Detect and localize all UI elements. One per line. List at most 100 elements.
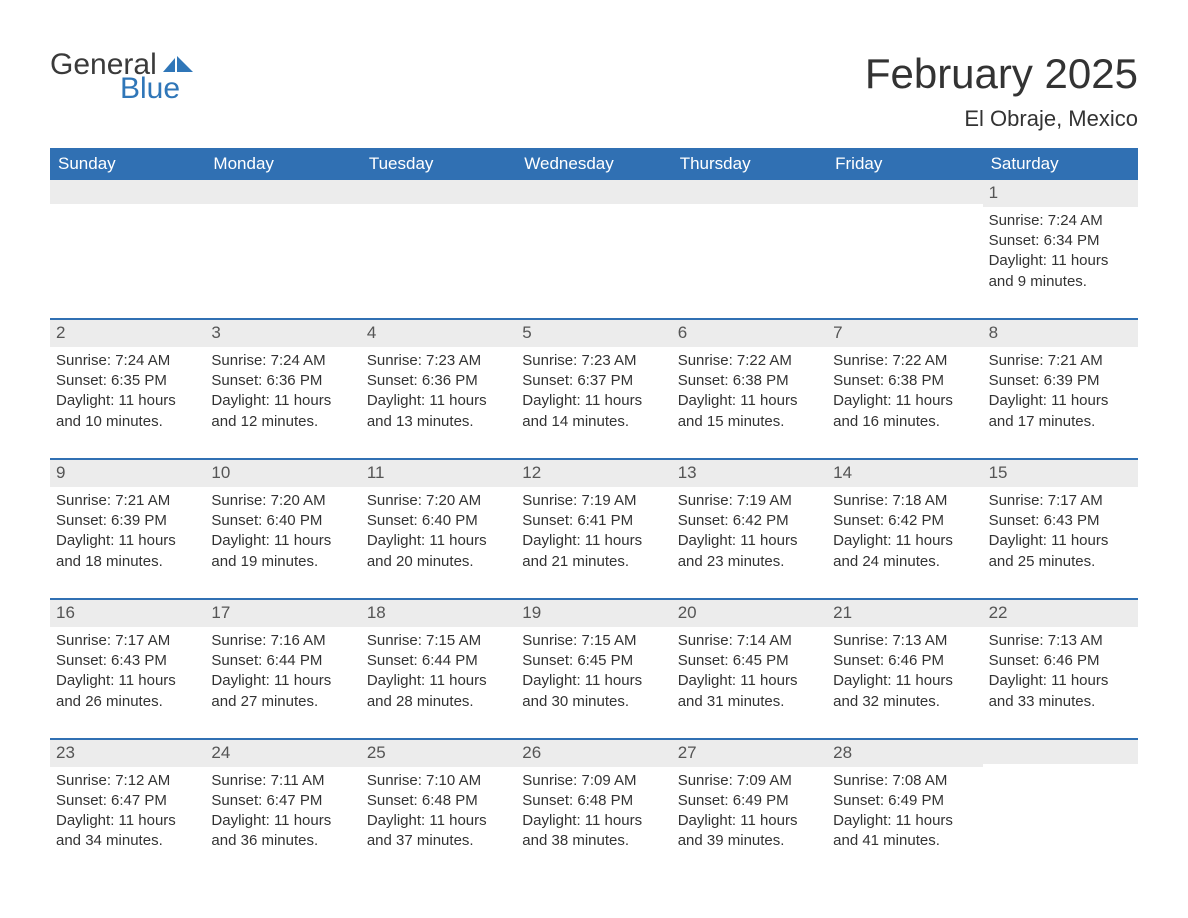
day-number: 10 — [205, 460, 360, 487]
calendar-day-cell: 9Sunrise: 7:21 AMSunset: 6:39 PMDaylight… — [50, 460, 205, 576]
daylight-text: Daylight: 11 hours and 14 minutes. — [522, 391, 665, 432]
day-number: 26 — [516, 740, 671, 767]
sunrise-text: Sunrise: 7:22 AM — [678, 351, 821, 371]
daylight-text: Daylight: 11 hours and 26 minutes. — [56, 671, 199, 712]
daylight-text: Daylight: 11 hours and 19 minutes. — [211, 531, 354, 572]
sunset-text: Sunset: 6:37 PM — [522, 371, 665, 391]
daylight-text: Daylight: 11 hours and 10 minutes. — [56, 391, 199, 432]
day-number: 3 — [205, 320, 360, 347]
calendar-day-cell — [50, 180, 205, 296]
calendar-day-cell — [361, 180, 516, 296]
daylight-text: Daylight: 11 hours and 23 minutes. — [678, 531, 821, 572]
calendar-day-cell: 22Sunrise: 7:13 AMSunset: 6:46 PMDayligh… — [983, 600, 1138, 716]
sunset-text: Sunset: 6:41 PM — [522, 511, 665, 531]
calendar-day-cell: 13Sunrise: 7:19 AMSunset: 6:42 PMDayligh… — [672, 460, 827, 576]
day-number — [516, 180, 671, 204]
dow-thursday: Thursday — [672, 148, 827, 180]
daylight-text: Daylight: 11 hours and 36 minutes. — [211, 811, 354, 852]
day-number: 9 — [50, 460, 205, 487]
day-number: 19 — [516, 600, 671, 627]
sunset-text: Sunset: 6:49 PM — [678, 791, 821, 811]
day-number — [983, 740, 1138, 764]
calendar-day-cell — [983, 740, 1138, 856]
day-number: 7 — [827, 320, 982, 347]
day-number — [50, 180, 205, 204]
sunrise-text: Sunrise: 7:20 AM — [367, 491, 510, 511]
day-number: 21 — [827, 600, 982, 627]
daylight-text: Daylight: 11 hours and 13 minutes. — [367, 391, 510, 432]
daylight-text: Daylight: 11 hours and 30 minutes. — [522, 671, 665, 712]
calendar-day-cell: 18Sunrise: 7:15 AMSunset: 6:44 PMDayligh… — [361, 600, 516, 716]
day-number: 4 — [361, 320, 516, 347]
calendar-day-cell — [516, 180, 671, 296]
daylight-text: Daylight: 11 hours and 25 minutes. — [989, 531, 1132, 572]
sunset-text: Sunset: 6:43 PM — [56, 651, 199, 671]
sunset-text: Sunset: 6:34 PM — [989, 231, 1132, 251]
calendar-day-cell: 3Sunrise: 7:24 AMSunset: 6:36 PMDaylight… — [205, 320, 360, 436]
daylight-text: Daylight: 11 hours and 24 minutes. — [833, 531, 976, 572]
day-number: 25 — [361, 740, 516, 767]
sunset-text: Sunset: 6:46 PM — [989, 651, 1132, 671]
day-number: 2 — [50, 320, 205, 347]
day-number: 14 — [827, 460, 982, 487]
day-number: 15 — [983, 460, 1138, 487]
sunrise-text: Sunrise: 7:14 AM — [678, 631, 821, 651]
sunrise-text: Sunrise: 7:09 AM — [522, 771, 665, 791]
sunrise-text: Sunrise: 7:19 AM — [522, 491, 665, 511]
daylight-text: Daylight: 11 hours and 28 minutes. — [367, 671, 510, 712]
calendar-day-cell: 26Sunrise: 7:09 AMSunset: 6:48 PMDayligh… — [516, 740, 671, 856]
daylight-text: Daylight: 11 hours and 17 minutes. — [989, 391, 1132, 432]
calendar-week: 23Sunrise: 7:12 AMSunset: 6:47 PMDayligh… — [50, 738, 1138, 856]
title-block: February 2025 El Obraje, Mexico — [865, 50, 1138, 142]
daylight-text: Daylight: 11 hours and 39 minutes. — [678, 811, 821, 852]
weeks-container: 1Sunrise: 7:24 AMSunset: 6:34 PMDaylight… — [50, 180, 1138, 856]
daylight-text: Daylight: 11 hours and 18 minutes. — [56, 531, 199, 572]
day-number: 17 — [205, 600, 360, 627]
sunrise-text: Sunrise: 7:22 AM — [833, 351, 976, 371]
calendar-week: 9Sunrise: 7:21 AMSunset: 6:39 PMDaylight… — [50, 458, 1138, 576]
sunset-text: Sunset: 6:40 PM — [367, 511, 510, 531]
calendar-day-cell: 25Sunrise: 7:10 AMSunset: 6:48 PMDayligh… — [361, 740, 516, 856]
sunset-text: Sunset: 6:43 PM — [989, 511, 1132, 531]
sunrise-text: Sunrise: 7:10 AM — [367, 771, 510, 791]
calendar-day-cell: 2Sunrise: 7:24 AMSunset: 6:35 PMDaylight… — [50, 320, 205, 436]
sunrise-text: Sunrise: 7:17 AM — [56, 631, 199, 651]
calendar-day-cell: 27 Sunrise: 7:09 AMSunset: 6:49 PMDayligh… — [672, 740, 827, 856]
daylight-text: Daylight: 11 hours and 38 minutes. — [522, 811, 665, 852]
day-of-week-header: Sunday Monday Tuesday Wednesday Thursday… — [50, 148, 1138, 180]
calendar-day-cell: 21Sunrise: 7:13 AMSunset: 6:46 PMDayligh… — [827, 600, 982, 716]
daylight-text: Daylight: 11 hours and 16 minutes. — [833, 391, 976, 432]
calendar-day-cell: 1Sunrise: 7:24 AMSunset: 6:34 PMDaylight… — [983, 180, 1138, 296]
sunset-text: Sunset: 6:36 PM — [211, 371, 354, 391]
daylight-text: Daylight: 11 hours and 41 minutes. — [833, 811, 976, 852]
calendar-day-cell: 20Sunrise: 7:14 AMSunset: 6:45 PMDayligh… — [672, 600, 827, 716]
calendar-day-cell: 17Sunrise: 7:16 AMSunset: 6:44 PMDayligh… — [205, 600, 360, 716]
dow-sunday: Sunday — [50, 148, 205, 180]
calendar-document: General Blue February 2025 El Obraje, Me… — [0, 0, 1188, 896]
sunset-text: Sunset: 6:35 PM — [56, 371, 199, 391]
sunset-text: Sunset: 6:45 PM — [678, 651, 821, 671]
day-number — [205, 180, 360, 204]
calendar-day-cell — [205, 180, 360, 296]
sunrise-text: Sunrise: 7:19 AM — [678, 491, 821, 511]
sunrise-text: Sunrise: 7:23 AM — [367, 351, 510, 371]
day-number: 27 — [672, 740, 827, 767]
day-number: 23 — [50, 740, 205, 767]
calendar-day-cell: 23Sunrise: 7:12 AMSunset: 6:47 PMDayligh… — [50, 740, 205, 856]
sunrise-text: Sunrise: 7:15 AM — [522, 631, 665, 651]
calendar-day-cell: 4Sunrise: 7:23 AMSunset: 6:36 PMDaylight… — [361, 320, 516, 436]
sunset-text: Sunset: 6:39 PM — [56, 511, 199, 531]
day-number: 22 — [983, 600, 1138, 627]
sunset-text: Sunset: 6:40 PM — [211, 511, 354, 531]
sunset-text: Sunset: 6:42 PM — [833, 511, 976, 531]
sunset-text: Sunset: 6:38 PM — [678, 371, 821, 391]
dow-friday: Friday — [827, 148, 982, 180]
sunrise-text: Sunrise: 7:09 AM — [678, 771, 821, 791]
calendar-grid: Sunday Monday Tuesday Wednesday Thursday… — [50, 148, 1138, 856]
sunset-text: Sunset: 6:45 PM — [522, 651, 665, 671]
calendar-day-cell: 5Sunrise: 7:23 AMSunset: 6:37 PMDaylight… — [516, 320, 671, 436]
calendar-day-cell — [672, 180, 827, 296]
day-number — [827, 180, 982, 204]
calendar-day-cell: 19 Sunrise: 7:15 AMSunset: 6:45 PMDayligh… — [516, 600, 671, 716]
calendar-day-cell — [827, 180, 982, 296]
